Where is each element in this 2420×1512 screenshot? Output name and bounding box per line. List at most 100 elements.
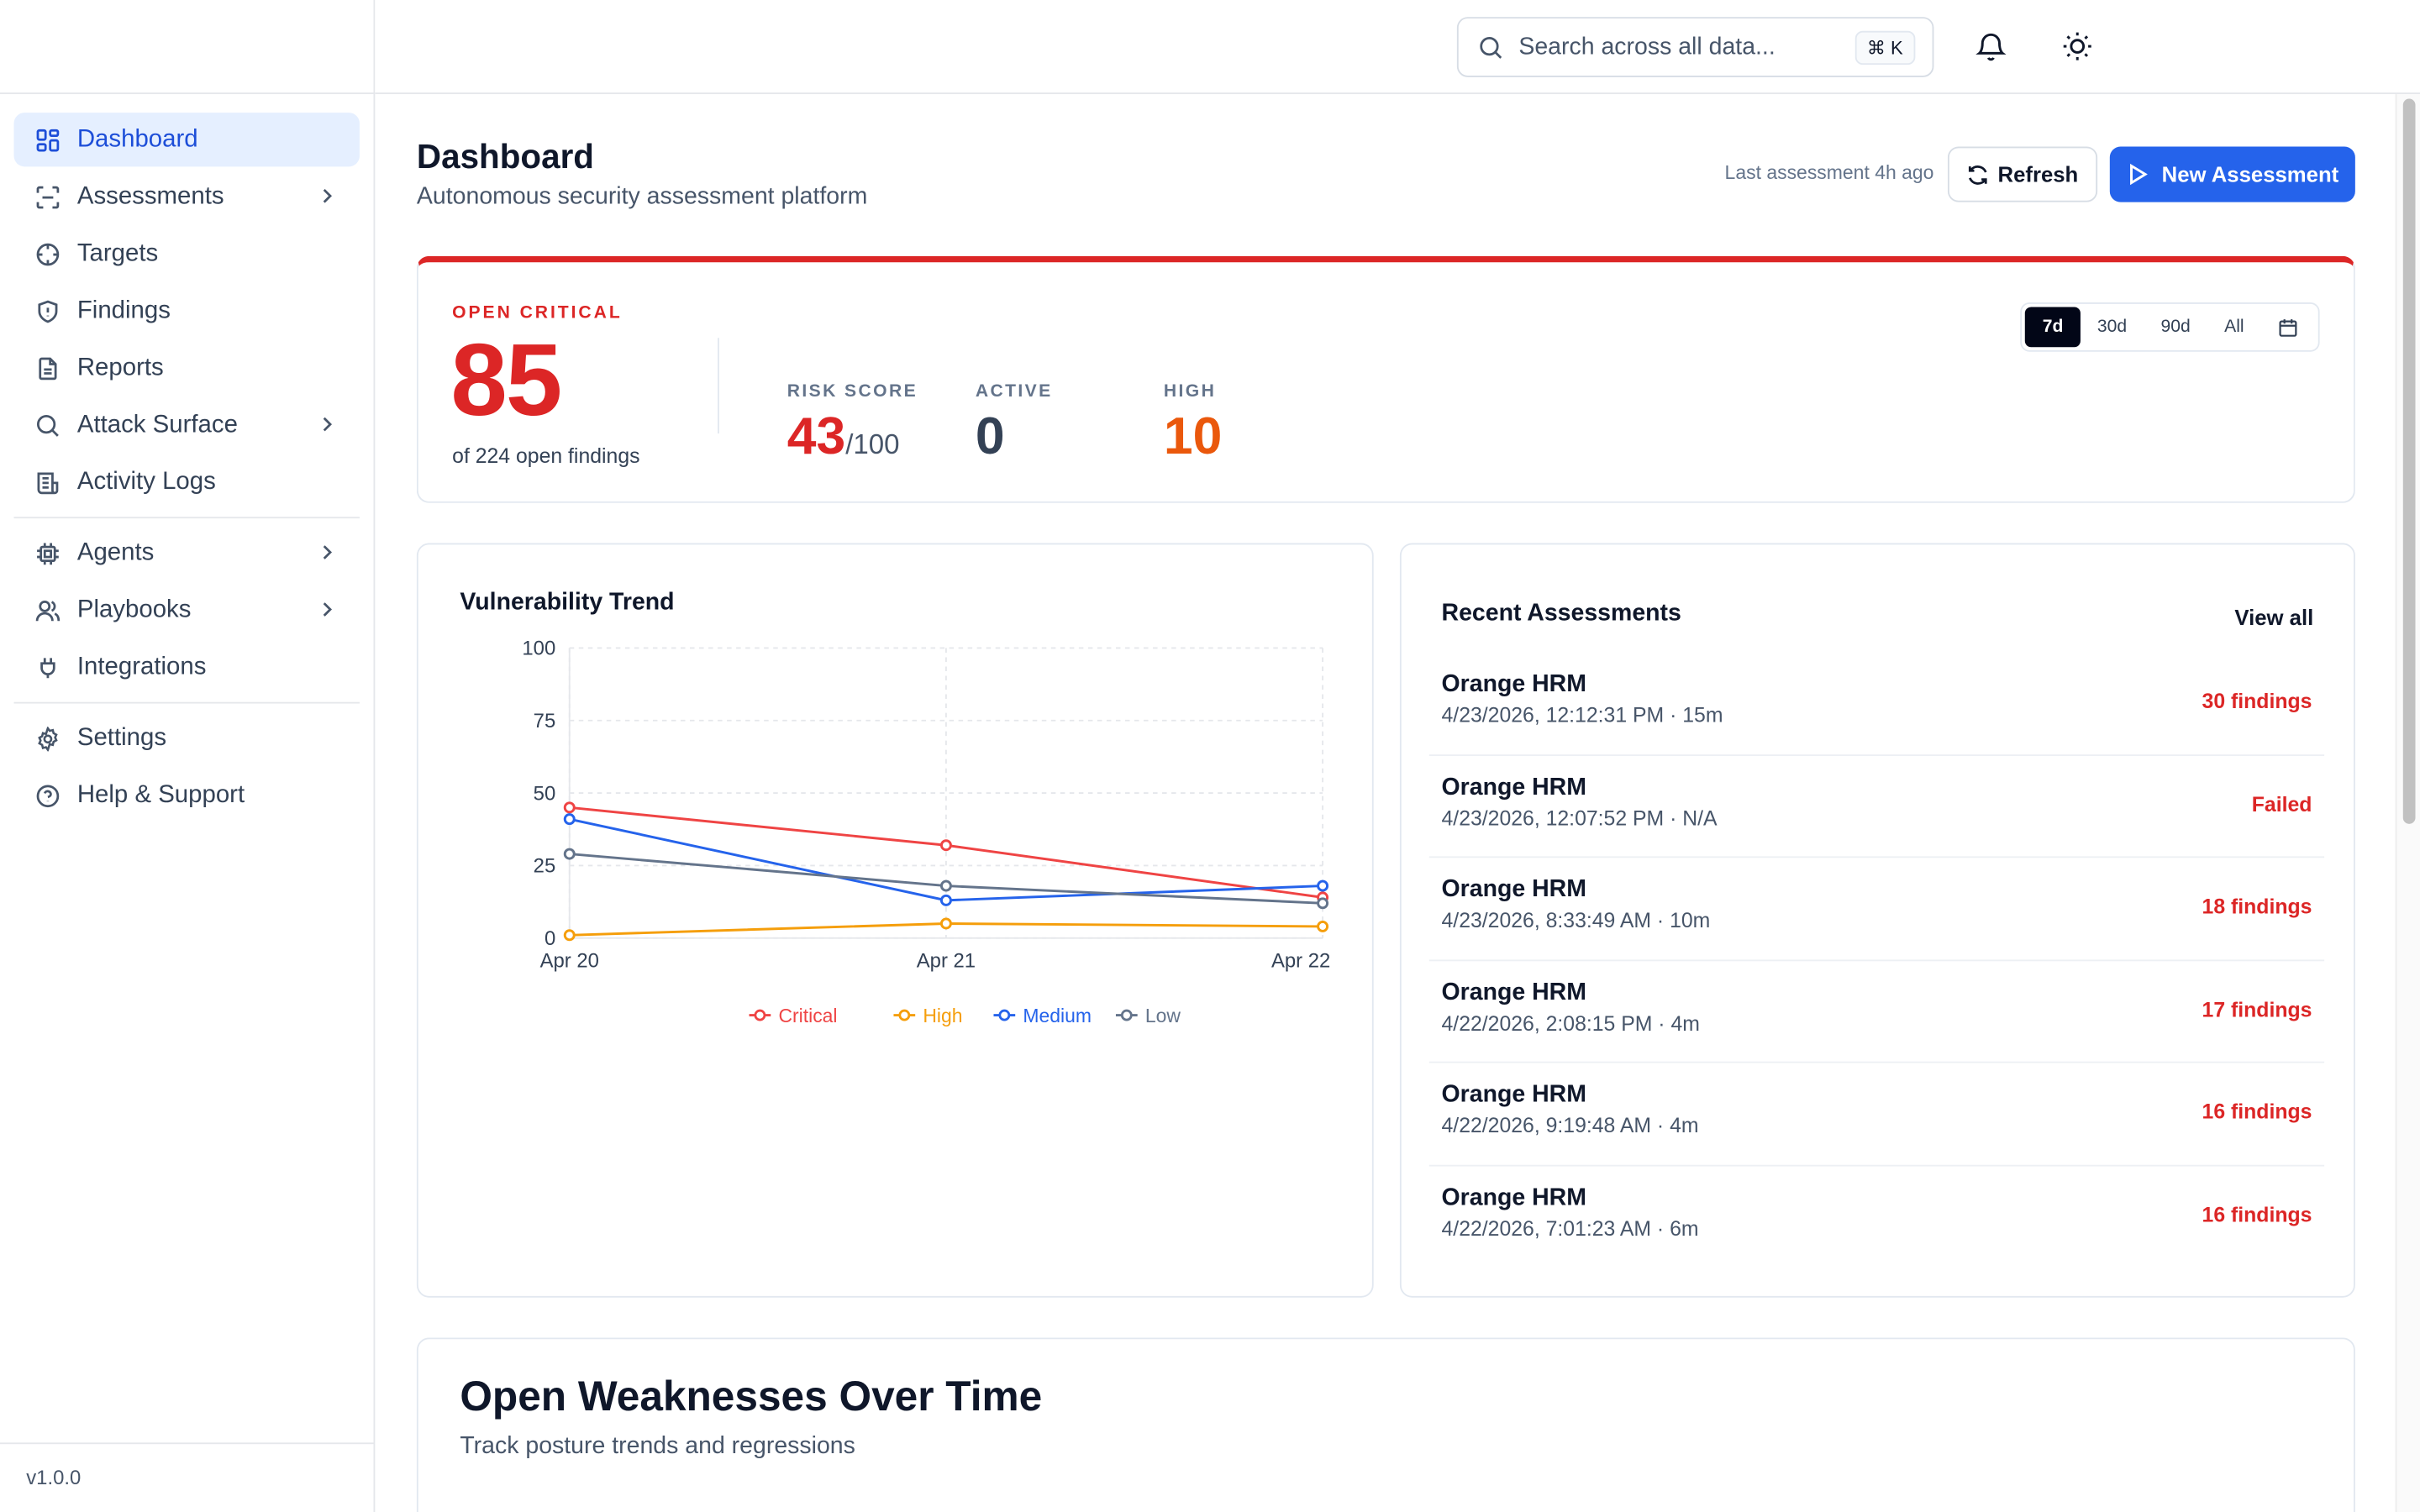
search-shortcut: ⌘ K — [1854, 30, 1916, 66]
assessment-name: Orange HRM — [1441, 1184, 1586, 1210]
assessment-meta: 4/23/2026, 12:12:31 PM · 15m — [1441, 703, 1723, 727]
sidebar-item-label: Help & Support — [76, 781, 245, 808]
sidebar-item-label: Assessments — [76, 182, 224, 209]
global-search[interactable]: Search across all data... ⌘ K — [1456, 17, 1934, 77]
assessment-row[interactable]: Orange HRM 4/23/2026, 12:07:52 PM · N/A … — [1428, 755, 2325, 858]
sidebar-item-activity-logs[interactable]: Activity Logs — [14, 455, 360, 509]
high-value: 10 — [1163, 407, 1223, 466]
legend-marker — [754, 1009, 766, 1021]
page-subtitle: Autonomous security assessment platform — [416, 183, 868, 210]
sidebar-item-label: Integrations — [76, 653, 207, 680]
logs-icon — [35, 470, 60, 494]
new-assessment-button[interactable]: New Assessment — [2109, 146, 2355, 202]
sidebar-item-label: Agents — [76, 538, 155, 566]
assessment-meta: 4/22/2026, 7:01:23 AM · 6m — [1441, 1216, 1699, 1240]
y-tick-label: 50 — [534, 782, 556, 805]
sidebar-item-dashboard[interactable]: Dashboard — [13, 113, 360, 167]
chevron-right-icon — [323, 602, 333, 617]
assessment-status: 18 findings — [2202, 895, 2312, 918]
legend-label: Low — [1145, 1005, 1181, 1026]
calendar-button[interactable] — [2261, 307, 2315, 348]
sidebar-item-attack-surface[interactable]: Attack Surface — [14, 398, 360, 452]
view-all-link[interactable]: View all — [2234, 605, 2314, 630]
recent-assessments-title: Recent Assessments — [1441, 600, 1681, 627]
data-point-low — [563, 848, 576, 860]
sidebar-nav: Dashboard Assessments Targets Findings — [0, 94, 373, 822]
risk-score-value: 43 — [786, 407, 846, 466]
assessment-name: Orange HRM — [1441, 1081, 1586, 1108]
calendar-icon — [2279, 318, 2297, 336]
sidebar-item-playbooks[interactable]: Playbooks — [14, 583, 360, 637]
x-tick-label: Apr 20 — [540, 950, 599, 973]
data-point-medium — [563, 813, 576, 826]
assessment-status: 16 findings — [2202, 1202, 2312, 1226]
x-tick-label: Apr 22 — [1271, 950, 1330, 973]
data-point-low — [939, 879, 952, 892]
assessment-meta: 4/23/2026, 8:33:49 AM · 10m — [1441, 908, 1711, 932]
users-icon — [35, 598, 60, 622]
range-all[interactable]: All — [2224, 318, 2244, 337]
data-point-medium — [1317, 879, 1329, 892]
sidebar-item-assessments[interactable]: Assessments — [14, 170, 360, 223]
legend-marker — [898, 1009, 911, 1021]
sidebar-item-settings[interactable]: Settings — [14, 711, 360, 765]
assessment-status: 30 findings — [2202, 690, 2312, 713]
y-tick-label: 0 — [544, 927, 555, 950]
assessment-meta: 4/22/2026, 2:08:15 PM · 4m — [1441, 1011, 1700, 1035]
legend-marker — [998, 1009, 1011, 1021]
active-stat: ACTIVE 0 — [976, 383, 1053, 468]
open-findings-total: of 224 open findings — [452, 444, 640, 468]
assessment-row[interactable]: Orange HRM 4/22/2026, 7:01:23 AM · 6m 16… — [1429, 1166, 2324, 1268]
assessment-row[interactable]: Orange HRM 4/23/2026, 8:33:49 AM · 10m 1… — [1428, 858, 2325, 961]
refresh-button[interactable]: Refresh — [1947, 146, 2098, 202]
time-range-selector: 7d 30d 90d All — [2021, 302, 2320, 352]
data-point-critical — [563, 801, 576, 814]
y-tick-label: 75 — [534, 710, 556, 732]
sidebar-item-reports[interactable]: Reports — [14, 341, 360, 395]
data-point-high — [1317, 920, 1329, 932]
sun-icon[interactable] — [2060, 29, 2094, 63]
assessment-status: Failed — [2251, 792, 2312, 816]
sidebar-item-label: Activity Logs — [76, 468, 216, 495]
sidebar-item-targets[interactable]: Targets — [14, 227, 360, 281]
legend-label: Medium — [1023, 1005, 1092, 1026]
open-weaknesses-title: Open Weaknesses Over Time — [460, 1373, 1043, 1420]
assessment-row[interactable]: Orange HRM 4/23/2026, 12:12:31 PM · 15m … — [1428, 653, 2325, 756]
sidebar-item-help-support[interactable]: Help & Support — [14, 769, 360, 822]
divider — [718, 338, 719, 434]
scan-icon — [35, 184, 60, 208]
sidebar-item-label: Dashboard — [76, 125, 198, 152]
page-title: Dashboard — [416, 137, 594, 176]
assessment-name: Orange HRM — [1441, 979, 1586, 1005]
last-assessment-text: Last assessment 4h ago — [1724, 161, 1934, 184]
refresh-label: Refresh — [1997, 161, 2079, 187]
assessment-name: Orange HRM — [1441, 670, 1586, 698]
nav-divider — [13, 517, 360, 519]
page-scrollbar[interactable] — [2395, 94, 2420, 1512]
sidebar-item-agents[interactable]: Agents — [14, 526, 360, 580]
range-90d[interactable]: 90d — [2160, 318, 2191, 337]
assessment-meta: 4/23/2026, 12:07:52 PM · N/A — [1441, 806, 1718, 830]
sidebar-item-label: Attack Surface — [76, 411, 238, 438]
active-value: 0 — [975, 407, 1005, 466]
assessment-row[interactable]: Orange HRM 4/22/2026, 9:19:48 AM · 4m 16… — [1428, 1063, 2325, 1166]
range-30d[interactable]: 30d — [2096, 318, 2128, 337]
scrollbar-thumb[interactable] — [2402, 98, 2416, 824]
refresh-icon — [1969, 165, 1988, 184]
open-critical-label: OPEN CRITICAL — [452, 303, 623, 323]
high-label: HIGH — [1163, 382, 1217, 402]
sidebar-item-findings[interactable]: Findings — [14, 284, 360, 338]
gear-icon — [35, 726, 60, 751]
chevron-right-icon — [323, 417, 333, 432]
range-7d[interactable]: 7d — [2025, 307, 2081, 348]
open-critical-card: OPEN CRITICAL 85 of 224 open findings RI… — [416, 255, 2355, 503]
bell-icon[interactable] — [1974, 29, 2007, 63]
data-point-low — [1317, 897, 1329, 910]
sidebar-item-integrations[interactable]: Integrations — [14, 640, 360, 694]
risk-score-label: RISK SCORE — [786, 382, 918, 402]
sidebar: Dashboard Assessments Targets Findings — [0, 0, 376, 1512]
legend-label: Critical — [778, 1005, 837, 1026]
open-critical-value: 85 — [450, 322, 562, 437]
chevron-right-icon — [323, 188, 333, 203]
assessment-row[interactable]: Orange HRM 4/22/2026, 2:08:15 PM · 4m 17… — [1428, 960, 2325, 1063]
